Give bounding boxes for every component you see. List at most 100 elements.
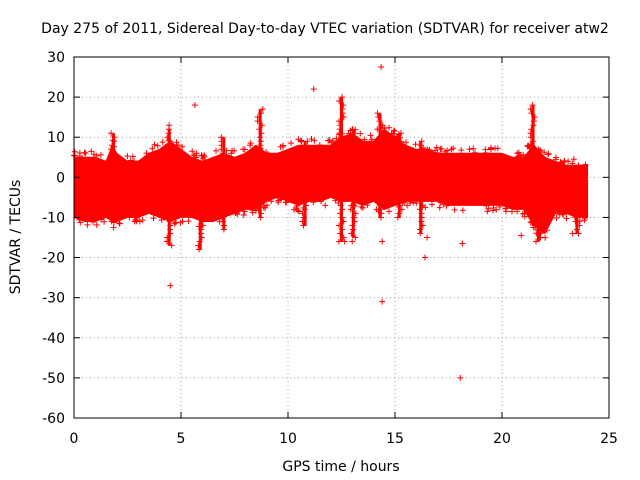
spike-point — [336, 98, 343, 105]
spike-point — [575, 174, 582, 181]
outlier-point — [191, 102, 198, 109]
spike-point — [349, 154, 356, 161]
spike-point — [350, 190, 357, 197]
band-edge-point — [437, 146, 444, 153]
band-edge-point — [76, 216, 83, 223]
outlier-point — [379, 238, 386, 245]
spike-point — [349, 178, 356, 185]
spike-point — [167, 146, 174, 153]
spike-point — [394, 154, 401, 161]
spike-point — [535, 202, 542, 209]
spike-point — [194, 170, 201, 177]
spike-point — [110, 182, 117, 189]
spike-point — [258, 130, 265, 137]
spike-point — [572, 202, 579, 209]
spike-point — [395, 146, 402, 153]
spike-point — [109, 202, 116, 209]
band-edge-point — [494, 145, 501, 152]
band-edge-point — [357, 130, 364, 137]
spike-point — [393, 134, 400, 141]
spike-point — [537, 218, 544, 225]
outlier-point — [167, 282, 174, 289]
x-axis-label: GPS time / hours — [282, 459, 399, 475]
spike-point — [529, 178, 536, 185]
spike-point — [220, 202, 227, 209]
spike-point — [529, 138, 536, 145]
band-edge-point — [154, 142, 161, 149]
spike-point — [108, 130, 115, 137]
spike-point — [378, 206, 385, 213]
spike-point — [164, 158, 171, 165]
spike-point — [529, 162, 536, 169]
spike-point — [338, 154, 345, 161]
band-edge-point — [279, 142, 286, 149]
spike-point — [340, 178, 347, 185]
spike-point — [398, 206, 405, 213]
spike-point — [575, 230, 582, 237]
spike-point — [299, 158, 306, 165]
outlier-point — [569, 230, 576, 237]
y-tick-label: 0 — [56, 170, 65, 186]
outlier-point — [310, 86, 317, 93]
spike-point — [259, 178, 266, 185]
band-edge-point — [159, 139, 166, 146]
spike-point — [572, 166, 579, 173]
band-edge-point — [361, 136, 368, 143]
band-edge-point — [552, 154, 559, 161]
spike-point — [377, 190, 384, 197]
spike-point — [107, 146, 114, 153]
spike-point — [351, 146, 358, 153]
band-edge-point — [298, 138, 305, 145]
spike-point — [197, 166, 204, 173]
spike-point — [299, 210, 306, 217]
band-edge-point — [101, 218, 108, 225]
band-edge-point — [158, 216, 165, 223]
spike-point — [220, 210, 227, 217]
spike-point — [417, 142, 424, 149]
spike-point — [258, 182, 265, 189]
spike-point — [374, 110, 381, 117]
band-edge-point — [368, 136, 375, 143]
spike-point — [352, 194, 359, 201]
spike-point — [415, 186, 422, 193]
band-edge-point — [558, 160, 565, 167]
spike-point — [164, 182, 171, 189]
spike-point — [418, 210, 425, 217]
spike-point — [301, 154, 308, 161]
spike-point — [533, 186, 540, 193]
spike-point — [219, 206, 226, 213]
spike-point — [196, 206, 203, 213]
spike-point — [258, 174, 265, 181]
band-edge-point — [345, 130, 352, 137]
band-edge-point — [329, 137, 336, 144]
spike-point — [375, 114, 382, 121]
spike-point — [259, 122, 266, 129]
spike-point — [351, 218, 358, 225]
x-tick-label: 20 — [493, 431, 511, 447]
spike-point — [222, 158, 229, 165]
band-edge-point — [487, 146, 494, 153]
band-edge-point — [139, 217, 146, 224]
spike-point — [340, 102, 347, 109]
spike-point — [351, 174, 358, 181]
band-edge-point — [543, 227, 550, 234]
spike-point — [199, 190, 206, 197]
spike-point — [528, 126, 535, 133]
spike-point — [111, 170, 118, 177]
spike-point — [164, 202, 171, 209]
band-edge-point — [412, 141, 419, 148]
spike-point — [419, 154, 426, 161]
spike-point — [110, 210, 117, 217]
band-edge-point — [403, 139, 410, 146]
band-edge-point — [332, 197, 339, 204]
spike-point — [374, 126, 381, 133]
band-edge-point — [228, 150, 235, 157]
band-edge-point — [116, 220, 123, 227]
spike-point — [340, 190, 347, 197]
spike-point — [112, 186, 119, 193]
band-edge-point — [132, 216, 139, 223]
spike-point — [108, 178, 115, 185]
spike-point — [379, 150, 386, 157]
band-edge-point — [570, 156, 577, 163]
spike-point — [395, 166, 402, 173]
